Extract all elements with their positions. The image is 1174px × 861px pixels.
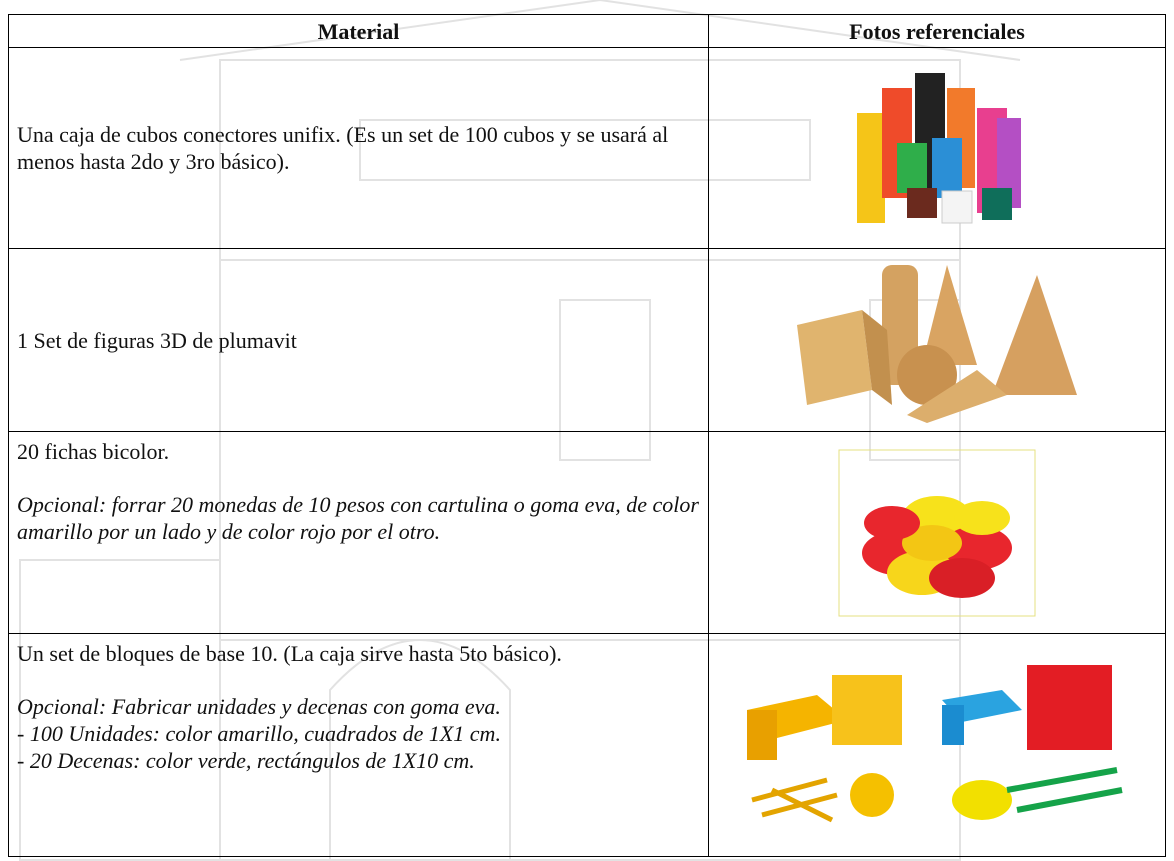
row: 1 Set de figuras 3D de plumavit xyxy=(8,248,1166,432)
material-cell: Una caja de cubos conectores unifix. (Es… xyxy=(8,47,709,249)
photo-cell xyxy=(708,248,1166,432)
text-line: Una caja de cubos conectores unifix. (Es… xyxy=(17,122,669,174)
text-line: - 100 Unidades: color amarillo, cuadrado… xyxy=(17,721,501,746)
photo-cell xyxy=(708,431,1166,634)
header-cell: Material xyxy=(8,14,709,48)
paragraph: Opcional: forrar 20 monedas de 10 pesos … xyxy=(17,491,700,545)
bicolor-chips-photo xyxy=(838,449,1036,616)
material-cell: 1 Set de figuras 3D de plumavit xyxy=(8,248,709,432)
photo-cell xyxy=(708,47,1166,249)
text-line: - 20 Decenas: color verde, rectángulos d… xyxy=(17,748,475,773)
row: Una caja de cubos conectores unifix. (Es… xyxy=(8,47,1166,249)
materials-table: Material Fotos referenciales Una caja de… xyxy=(8,14,1166,857)
header-row: Material Fotos referenciales xyxy=(8,14,1166,48)
text-line: Opcional: forrar 20 monedas de 10 pesos … xyxy=(17,492,699,544)
unifix-cubes-photo xyxy=(857,73,1021,224)
text-line: 1 Set de figuras 3D de plumavit xyxy=(17,327,297,353)
text-line: 20 fichas bicolor. xyxy=(17,439,170,464)
photo-cell xyxy=(708,633,1166,857)
row: Un set de bloques de base 10. (La caja s… xyxy=(8,633,1166,857)
paragraph: Una caja de cubos conectores unifix. (Es… xyxy=(17,121,700,175)
paragraph: Opcional: Fabricar unidades y decenas co… xyxy=(17,693,700,774)
paragraph: 20 fichas bicolor. xyxy=(17,438,700,465)
header-cell: Fotos referenciales xyxy=(708,14,1166,48)
base-ten-blocks-photo xyxy=(747,665,1123,823)
material-cell: 20 fichas bicolor. Opcional: forrar 20 mo… xyxy=(8,431,709,634)
text-line: Opcional: Fabricar unidades y decenas co… xyxy=(17,694,501,719)
material-cell: Un set de bloques de base 10. (La caja s… xyxy=(8,633,709,857)
paragraph: Un set de bloques de base 10. (La caja s… xyxy=(17,640,700,667)
3d-figures-photo xyxy=(797,265,1077,423)
text-line: Un set de bloques de base 10. (La caja s… xyxy=(17,641,562,666)
paragraph: 1 Set de figuras 3D de plumavit xyxy=(17,327,700,354)
row: 20 fichas bicolor. Opcional: forrar 20 mo… xyxy=(8,431,1166,634)
